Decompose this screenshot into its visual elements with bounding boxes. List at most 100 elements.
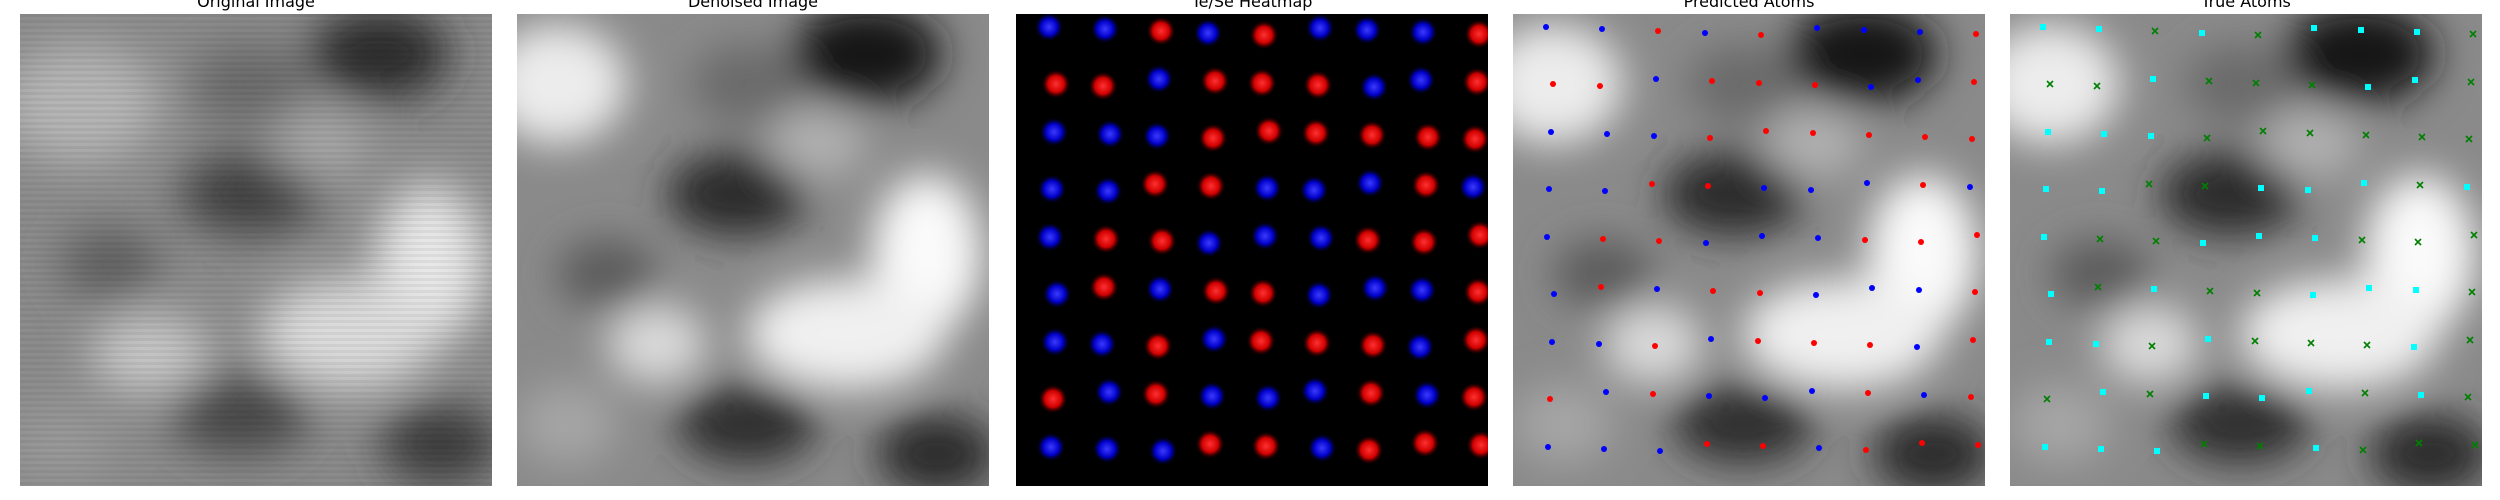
predicted-se-marker [1543, 24, 1549, 30]
predicted-te-marker [1918, 239, 1924, 245]
se-heat-blob [1034, 14, 1064, 42]
true-green-marker [2307, 339, 2315, 347]
true-cyan-marker [2041, 234, 2047, 240]
predicted-te-marker [1971, 79, 1977, 85]
true-cyan-marker [2361, 180, 2367, 186]
predicted-se-marker [1808, 187, 1814, 193]
predicted-se-marker [1868, 84, 1874, 90]
te-heat-blob [1200, 66, 1230, 96]
te-heat-blob [1466, 430, 1488, 460]
predicted-te-marker [1707, 135, 1713, 141]
predicted-te-marker [1709, 78, 1715, 84]
true-cyan-marker [2358, 27, 2364, 33]
panel-title-denoised: Denoised Image [687, 0, 819, 11]
se-heat-blob [1087, 329, 1117, 359]
true-green-marker [2146, 390, 2154, 398]
predicted-te-marker [1975, 442, 1981, 448]
se-heat-blob [1093, 176, 1123, 206]
te-heat-blob [1303, 70, 1333, 100]
true-green-marker [2418, 133, 2426, 141]
se-heat-blob [1039, 117, 1069, 147]
true-cyan-marker [2148, 133, 2154, 139]
se-heat-blob [1035, 222, 1065, 252]
true-cyan-marker [2413, 287, 2419, 293]
predicted-te-marker [1598, 284, 1604, 290]
predicted-se-marker [1915, 77, 1921, 83]
predicted-te-marker [1704, 441, 1710, 447]
true-cyan-marker [2306, 388, 2312, 394]
true-green-marker [2251, 337, 2259, 345]
predicted-te-marker [1968, 394, 1974, 400]
se-heat-blob [1094, 377, 1124, 407]
original-image [20, 14, 492, 486]
predicted-te-marker [1650, 391, 1656, 397]
predicted-se-marker [1967, 184, 1973, 190]
true-cyan-marker [2412, 77, 2418, 83]
predicted-se-marker [1545, 444, 1551, 450]
te-heat-blob [1354, 435, 1384, 465]
te-heat-blob [1411, 170, 1441, 200]
true-atoms-image [2010, 14, 2482, 486]
se-heat-blob [1359, 72, 1389, 102]
predicted-se-marker [1596, 341, 1602, 347]
te-heat-blob [1146, 16, 1176, 46]
true-cyan-marker [2043, 186, 2049, 192]
te-heat-blob [1413, 122, 1443, 152]
true-green-marker [2471, 441, 2479, 449]
se-heat-blob [1144, 64, 1174, 94]
predicted-se-marker [1708, 336, 1714, 342]
predicted-te-marker [1597, 83, 1603, 89]
true-green-marker [2306, 129, 2314, 137]
se-heat-blob [1412, 380, 1442, 410]
true-green-marker [2145, 180, 2153, 188]
true-green-marker [2468, 288, 2476, 296]
predicted-te-marker [1760, 443, 1766, 449]
true-green-marker [2094, 283, 2102, 291]
se-heat-blob [1360, 273, 1390, 303]
te-heat-blob [1462, 67, 1488, 97]
se-heat-blob [1458, 172, 1488, 202]
te-heat-blob [1041, 69, 1071, 99]
true-green-marker [2148, 342, 2156, 350]
true-green-marker [2464, 393, 2472, 401]
se-heat-blob [1148, 436, 1178, 466]
te-heat-blob [1460, 124, 1488, 154]
true-cyan-marker [2259, 395, 2265, 401]
true-cyan-marker [2046, 339, 2052, 345]
te-heat-blob [1410, 428, 1440, 458]
predicted-te-marker [1972, 289, 1978, 295]
te-heat-blob [1088, 71, 1118, 101]
predicted-se-marker [1657, 448, 1663, 454]
panel-title-heatmap: Te/Se Heatmap [1191, 0, 1313, 11]
true-cyan-marker [2256, 233, 2262, 239]
predicted-te-marker [1758, 32, 1764, 38]
predicted-se-marker [1602, 188, 1608, 194]
te-heat-blob [1461, 325, 1488, 355]
te-heat-blob [1248, 278, 1278, 308]
true-cyan-marker [2313, 445, 2319, 451]
true-green-marker [2359, 446, 2367, 454]
true-green-marker [2416, 181, 2424, 189]
predicted-te-marker [1655, 28, 1661, 34]
te-se-heatmap [1016, 14, 1488, 486]
se-heat-blob [1405, 332, 1435, 362]
predicted-te-marker [1710, 288, 1716, 294]
predicted-se-marker [1813, 292, 1819, 298]
se-heat-blob [1406, 65, 1436, 95]
te-heat-blob [1356, 378, 1386, 408]
predicted-atoms-image [1513, 14, 1985, 486]
true-green-marker [2200, 440, 2208, 448]
se-heat-blob [1352, 15, 1382, 45]
true-cyan-marker [2365, 84, 2371, 90]
true-cyan-marker [2464, 184, 2470, 190]
te-heat-blob [1201, 276, 1231, 306]
se-heat-blob [1199, 324, 1229, 354]
te-heat-blob [1302, 328, 1332, 358]
predicted-se-marker [1544, 234, 1550, 240]
predicted-te-marker [1865, 390, 1871, 396]
true-cyan-marker [2200, 240, 2206, 246]
predicted-se-marker [1551, 291, 1557, 297]
te-heat-blob [1249, 20, 1279, 50]
te-heat-blob [1143, 331, 1173, 361]
te-heat-blob [1353, 225, 1383, 255]
